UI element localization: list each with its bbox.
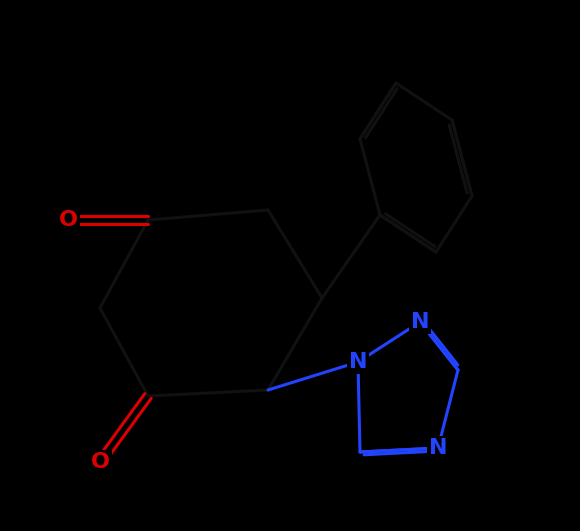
Text: N: N [411,312,429,332]
Text: O: O [59,210,78,230]
Text: N: N [429,438,447,458]
Text: O: O [90,452,110,472]
Text: N: N [349,352,367,372]
